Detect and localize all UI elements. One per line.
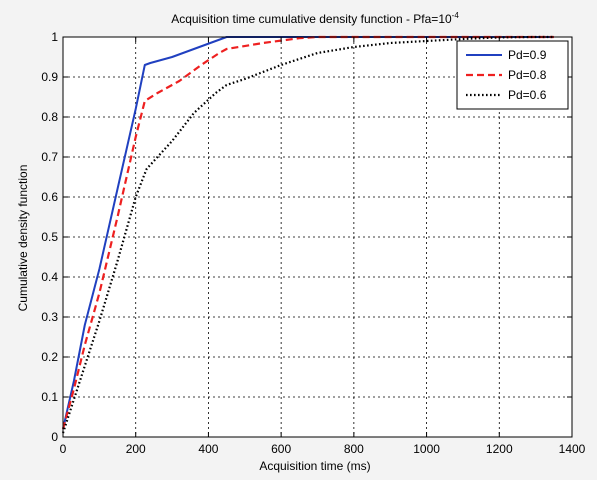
tick-labels: 0 200 400 600 800 1000 1200 1400 0 0.1 0.2 0.3 0.4 0.… [41,30,585,456]
legend: Pd=0.9 Pd=0.8 Pd=0.6 [456,40,569,110]
y-tick-label: 0.3 [41,310,58,324]
x-tick-label: 200 [126,442,146,456]
x-tick-label: 0 [60,442,67,456]
y-axis-label: Cumulative density function [16,165,30,312]
y-tick-label: 0.9 [41,70,58,84]
ticks [62,36,573,438]
chart-title: Acquisition time cumulative density func… [171,11,459,26]
x-tick-label: 600 [271,442,291,456]
x-tick-label: 1200 [486,442,513,456]
y-tick-label: 0.6 [41,190,58,204]
legend-box [456,40,569,110]
y-tick-label: 0.2 [41,350,58,364]
x-tick-label: 1000 [413,442,440,456]
y-tick-label: 1 [51,30,58,44]
legend-label: Pd=0.6 [508,88,547,102]
legend-label: Pd=0.9 [508,48,547,62]
y-tick-label: 0 [51,430,58,444]
x-tick-label: 800 [344,442,364,456]
x-axis-label: Acquisition time (ms) [259,459,370,473]
y-tick-label: 0.8 [41,110,58,124]
y-tick-label: 0.5 [41,230,58,244]
legend-label: Pd=0.8 [508,68,547,82]
y-tick-label: 0.7 [41,150,58,164]
x-tick-label: 1400 [559,442,586,456]
series-line-3 [61,35,554,434]
y-tick-label: 0.1 [41,390,58,404]
y-tick-label: 0.4 [41,270,58,284]
x-tick-label: 400 [198,442,218,456]
